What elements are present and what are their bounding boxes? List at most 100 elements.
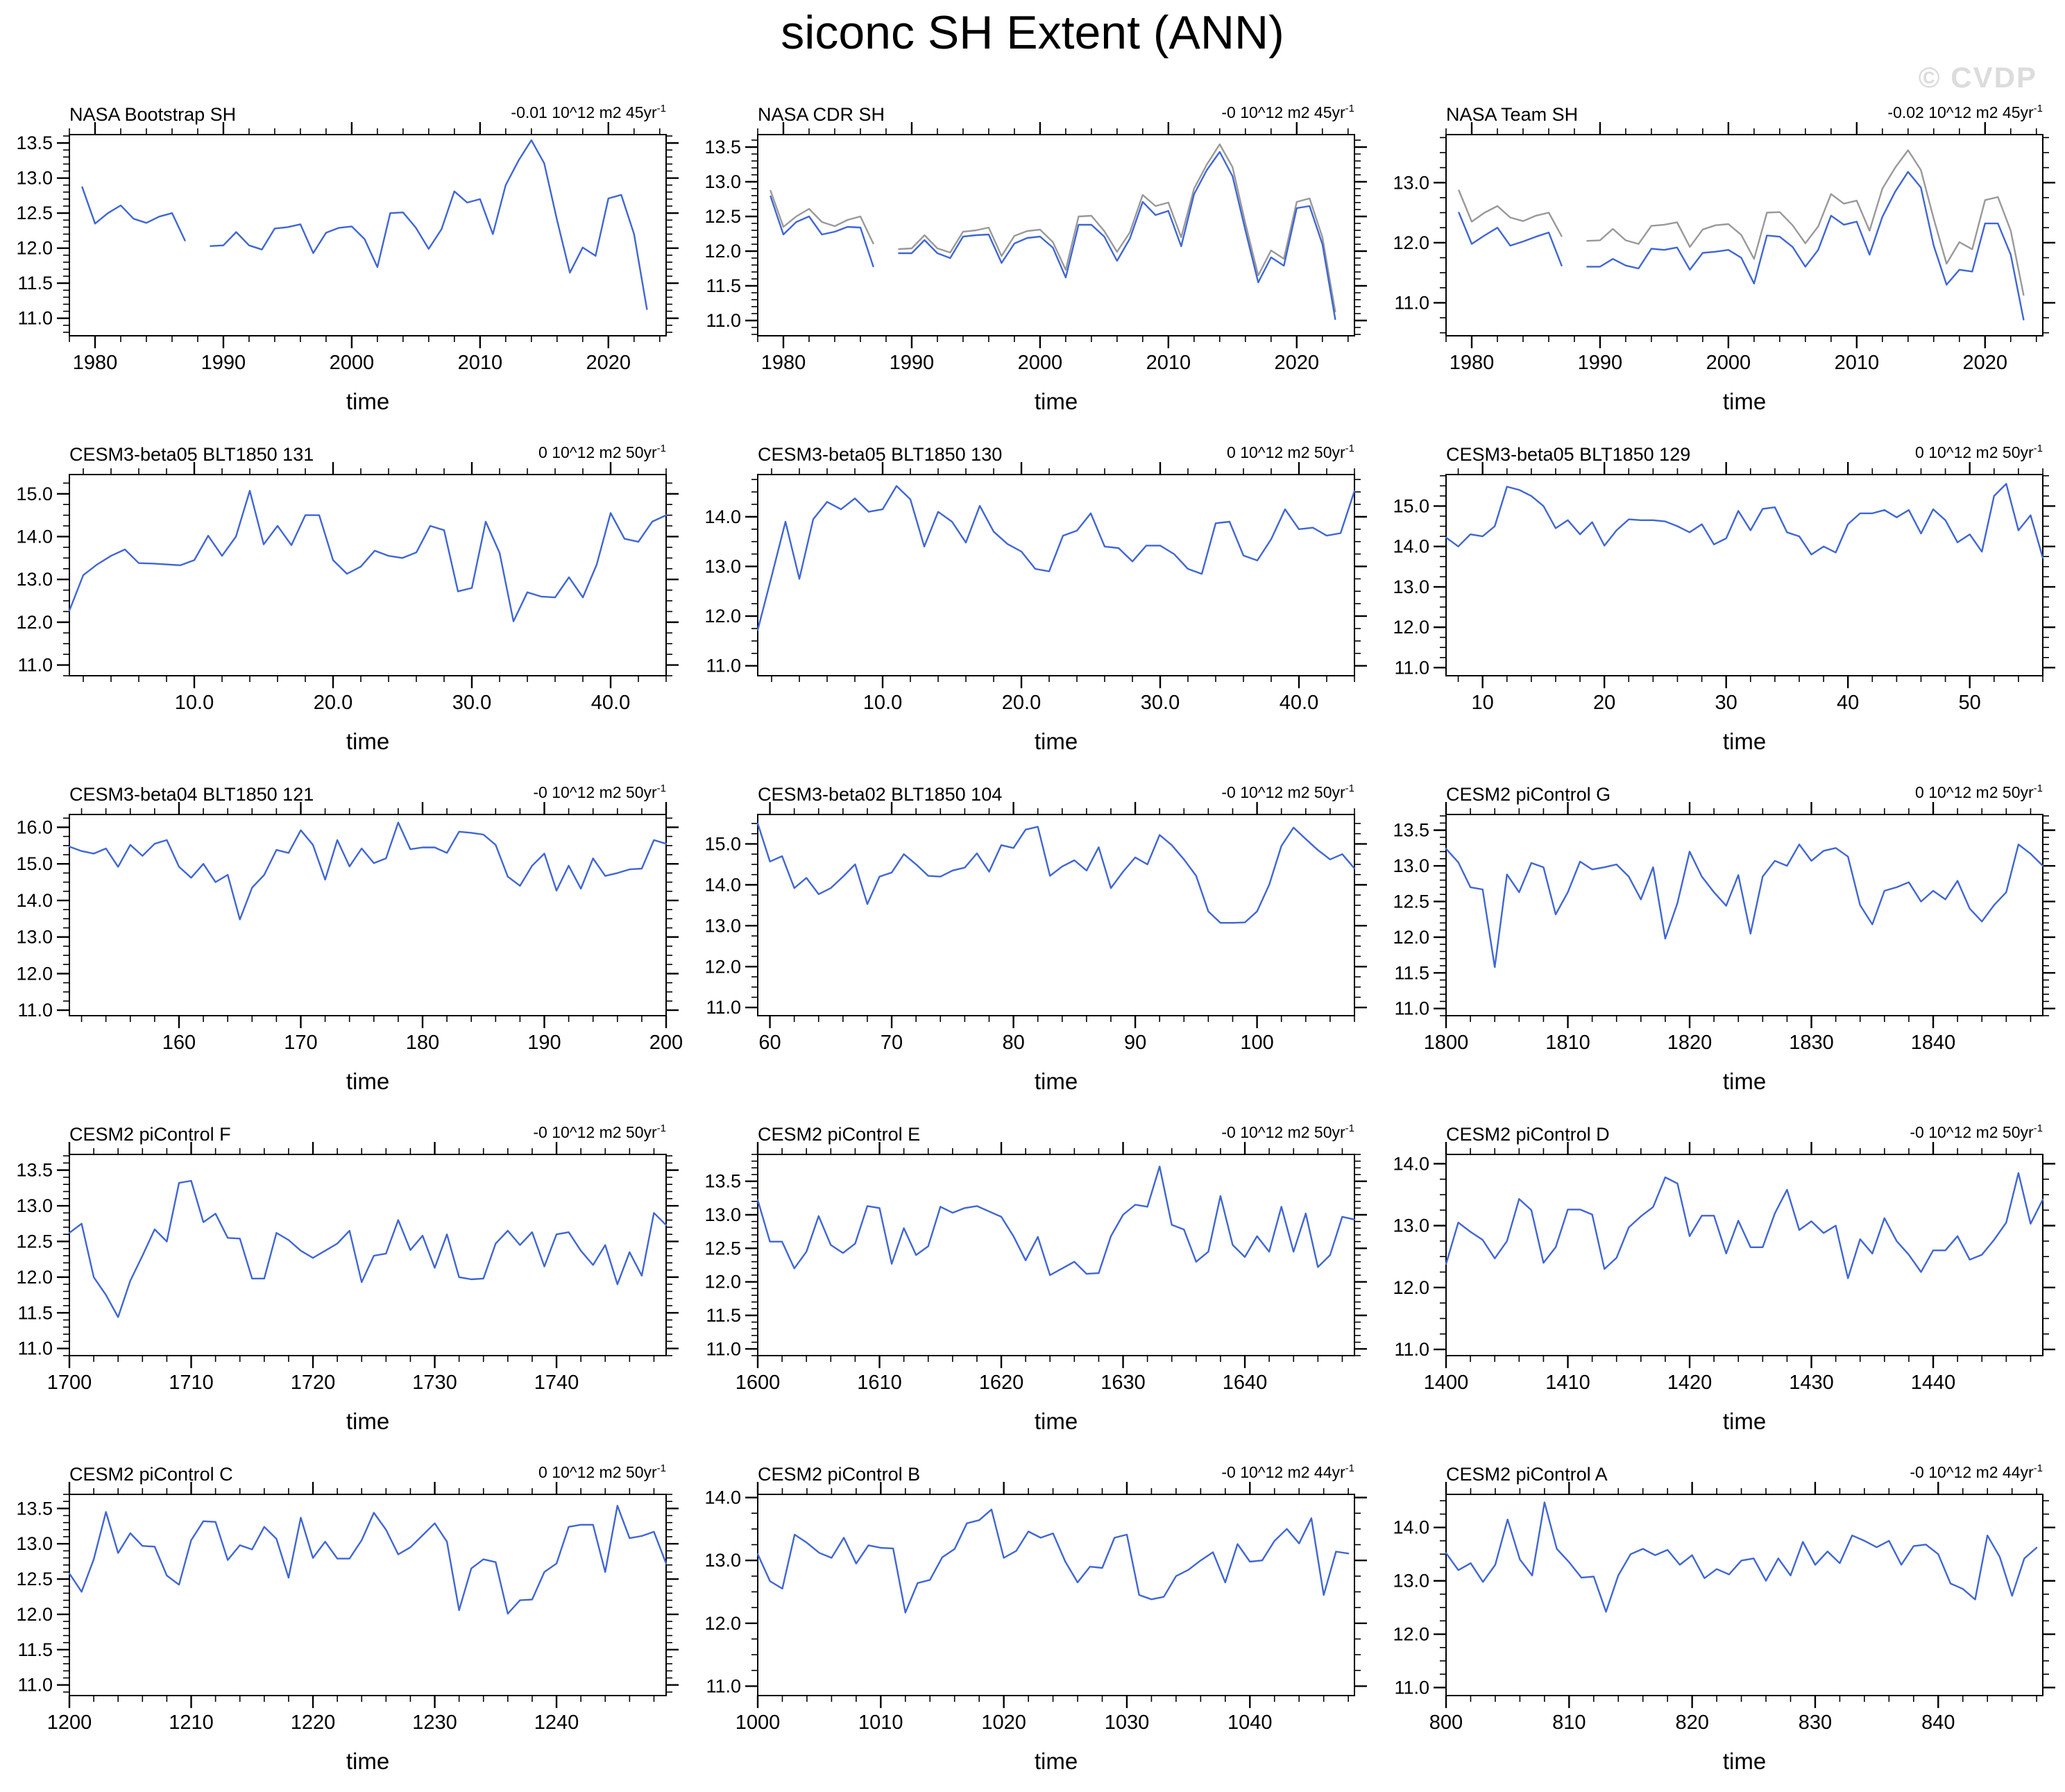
y-tick-label: 14.0 — [1393, 1153, 1429, 1174]
x-axis-title: time — [1035, 1748, 1078, 1774]
trend-annotation: -0 10^12 m2 50yr-1 — [1221, 783, 1354, 801]
x-tick-label: 1630 — [1101, 1372, 1146, 1394]
x-tick-label: 40.0 — [591, 692, 630, 714]
panel-title: CESM3-beta04 BLT1850 121 — [69, 784, 314, 805]
axes — [1434, 122, 2055, 348]
x-tick-label: 190 — [527, 1032, 561, 1054]
panel-nasa-cdr-sh: NASA CDR SH -0 10^12 m2 45yr-1 1980 1990 200… — [688, 89, 1377, 429]
x-tick-label: 10.0 — [863, 692, 902, 714]
axes — [1434, 462, 2055, 688]
series-line-cesm2-picontrol-f — [68, 1179, 668, 1318]
x-tick-label: 1710 — [169, 1372, 214, 1394]
y-tick-label: 11.0 — [706, 310, 741, 331]
x-tick-label: 1440 — [1911, 1372, 1956, 1394]
x-tick-label: 2000 — [1018, 352, 1063, 374]
plot-frame — [757, 1494, 1355, 1696]
x-tick-label: 30 — [1715, 692, 1737, 714]
trend-annotation: 0 10^12 m2 50yr-1 — [1227, 443, 1354, 461]
y-tick-label: 11.0 — [17, 1338, 53, 1359]
plot-cesm3-beta04-blt1850-121: CESM3-beta04 BLT1850 121 -0 10^12 m2 50yr… — [16, 783, 683, 1094]
y-tick-label: 14.0 — [16, 526, 53, 547]
panel-cesm3-beta05-blt1850-130: CESM3-beta05 BLT1850 130 0 10^12 m2 50yr-… — [688, 429, 1377, 769]
y-tick-label: 12.5 — [16, 1231, 53, 1252]
panel-cesm3-beta05-blt1850-129: CESM3-beta05 BLT1850 129 0 10^12 m2 50yr-… — [1377, 429, 2065, 769]
y-tick-label: 11.0 — [706, 656, 741, 676]
x-tick-label: 1230 — [412, 1712, 457, 1734]
y-tick-label: 12.0 — [16, 238, 53, 259]
panel-title: CESM3-beta05 BLT1850 131 — [69, 444, 314, 465]
x-tick-label: 2020 — [1275, 352, 1320, 374]
y-tick-label: 11.5 — [706, 1305, 741, 1326]
y-tick-label: 12.0 — [16, 612, 53, 633]
x-tick-label: 1740 — [534, 1372, 579, 1394]
plot-cesm2-picontrol-f: CESM2 piControl F -0 10^12 m2 50yr-1 1700 1… — [16, 1123, 679, 1434]
y-tick-label: 11.0 — [17, 1000, 53, 1021]
plot-frame — [757, 814, 1355, 1016]
x-tick-label: 10 — [1472, 692, 1494, 714]
y-tick-label: 12.0 — [16, 1604, 53, 1625]
series-line-cesm3-beta04-blt1850-121 — [68, 821, 668, 921]
x-tick-label: 2010 — [458, 352, 503, 374]
plot-cesm3-beta05-blt1850-130: CESM3-beta05 BLT1850 130 0 10^12 m2 50yr-… — [704, 443, 1367, 754]
y-tick-label: 13.5 — [704, 137, 741, 157]
x-tick-label: 1620 — [979, 1372, 1024, 1394]
plot-frame — [757, 1154, 1355, 1356]
x-tick-label: 180 — [406, 1032, 439, 1054]
y-tick-label: 13.0 — [704, 171, 741, 192]
y-tick-label: 13.0 — [1393, 855, 1429, 876]
y-tick-label: 14.0 — [704, 1487, 741, 1508]
y-tick-label: 13.5 — [1393, 820, 1429, 841]
x-tick-label: 1410 — [1545, 1372, 1590, 1394]
axes — [57, 1142, 679, 1368]
panel-cesm2-picontrol-f: CESM2 piControl F -0 10^12 m2 50yr-1 1700 1… — [0, 1109, 688, 1449]
x-tick-label: 1990 — [890, 352, 935, 374]
x-tick-label: 80 — [1002, 1032, 1024, 1054]
series-line-cesm3-beta05-blt1850-131 — [68, 490, 668, 622]
trend-annotation: -0 10^12 m2 45yr-1 — [1221, 103, 1354, 121]
panel-nasa-team-sh: NASA Team SH -0.02 10^12 m2 45yr-1 1980 199… — [1377, 89, 2065, 429]
y-tick-label: 13.0 — [704, 1204, 741, 1225]
y-tick-label: 12.0 — [1393, 232, 1429, 253]
series-line-cesm2-picontrol-e — [756, 1166, 1356, 1277]
series-line-cesm3-beta05-blt1850-130 — [756, 485, 1356, 631]
y-tick-label: 12.0 — [1393, 1624, 1429, 1645]
series-line-cesm2-picontrol-c — [68, 1505, 668, 1615]
y-tick-label: 11.0 — [17, 655, 53, 676]
x-tick-label: 30.0 — [452, 692, 491, 714]
plot-cesm3-beta05-blt1850-129: CESM3-beta05 BLT1850 129 0 10^12 m2 50yr-… — [1393, 443, 2055, 754]
y-tick-label: 12.0 — [16, 1267, 53, 1288]
panel-nasa-bootstrap-sh: NASA Bootstrap SH -0.01 10^12 m2 45yr-1 19… — [0, 89, 688, 429]
x-axis-title: time — [1035, 389, 1078, 414]
y-tick-label: 15.0 — [16, 484, 53, 504]
panel-title: CESM3-beta05 BLT1850 130 — [758, 444, 1002, 465]
panel-title: CESM2 piControl F — [69, 1124, 231, 1145]
x-tick-label: 1720 — [291, 1372, 336, 1394]
y-tick-label: 13.0 — [16, 1533, 53, 1554]
x-tick-label: 40 — [1837, 692, 1859, 714]
axes — [57, 802, 679, 1028]
x-tick-label: 1980 — [73, 352, 118, 374]
panel-cesm2-picontrol-b: CESM2 piControl B -0 10^12 m2 44yr-1 1000 1… — [688, 1449, 1377, 1789]
axes — [1434, 802, 2055, 1028]
y-tick-label: 12.0 — [1393, 617, 1429, 638]
x-tick-label: 10.0 — [175, 692, 214, 714]
y-tick-label: 12.0 — [704, 1613, 741, 1634]
y-tick-label: 11.0 — [706, 997, 741, 1018]
x-tick-label: 1840 — [1911, 1032, 1956, 1054]
y-tick-label: 12.5 — [16, 1569, 53, 1589]
panel-title: CESM2 piControl E — [758, 1124, 920, 1145]
y-tick-label: 14.0 — [704, 874, 741, 895]
x-tick-label: 1240 — [534, 1712, 579, 1734]
y-tick-label: 13.0 — [16, 927, 53, 948]
y-tick-label: 11.0 — [17, 308, 53, 329]
plot-cesm2-picontrol-d: CESM2 piControl D -0 10^12 m2 50yr-1 1400 1… — [1393, 1123, 2055, 1434]
plot-nasa-cdr-sh: NASA CDR SH -0 10^12 m2 45yr-1 1980 1990 200… — [704, 103, 1367, 414]
panel-title: CESM2 piControl A — [1446, 1464, 1608, 1485]
trend-annotation: 0 10^12 m2 50yr-1 — [538, 1462, 666, 1481]
y-tick-label: 15.0 — [1393, 495, 1429, 516]
y-tick-label: 12.0 — [704, 241, 741, 262]
x-axis-title: time — [346, 1068, 389, 1094]
x-axis-title: time — [346, 1748, 389, 1774]
x-tick-label: 800 — [1429, 1712, 1463, 1734]
trend-annotation: -0 10^12 m2 44yr-1 — [1221, 1462, 1354, 1481]
